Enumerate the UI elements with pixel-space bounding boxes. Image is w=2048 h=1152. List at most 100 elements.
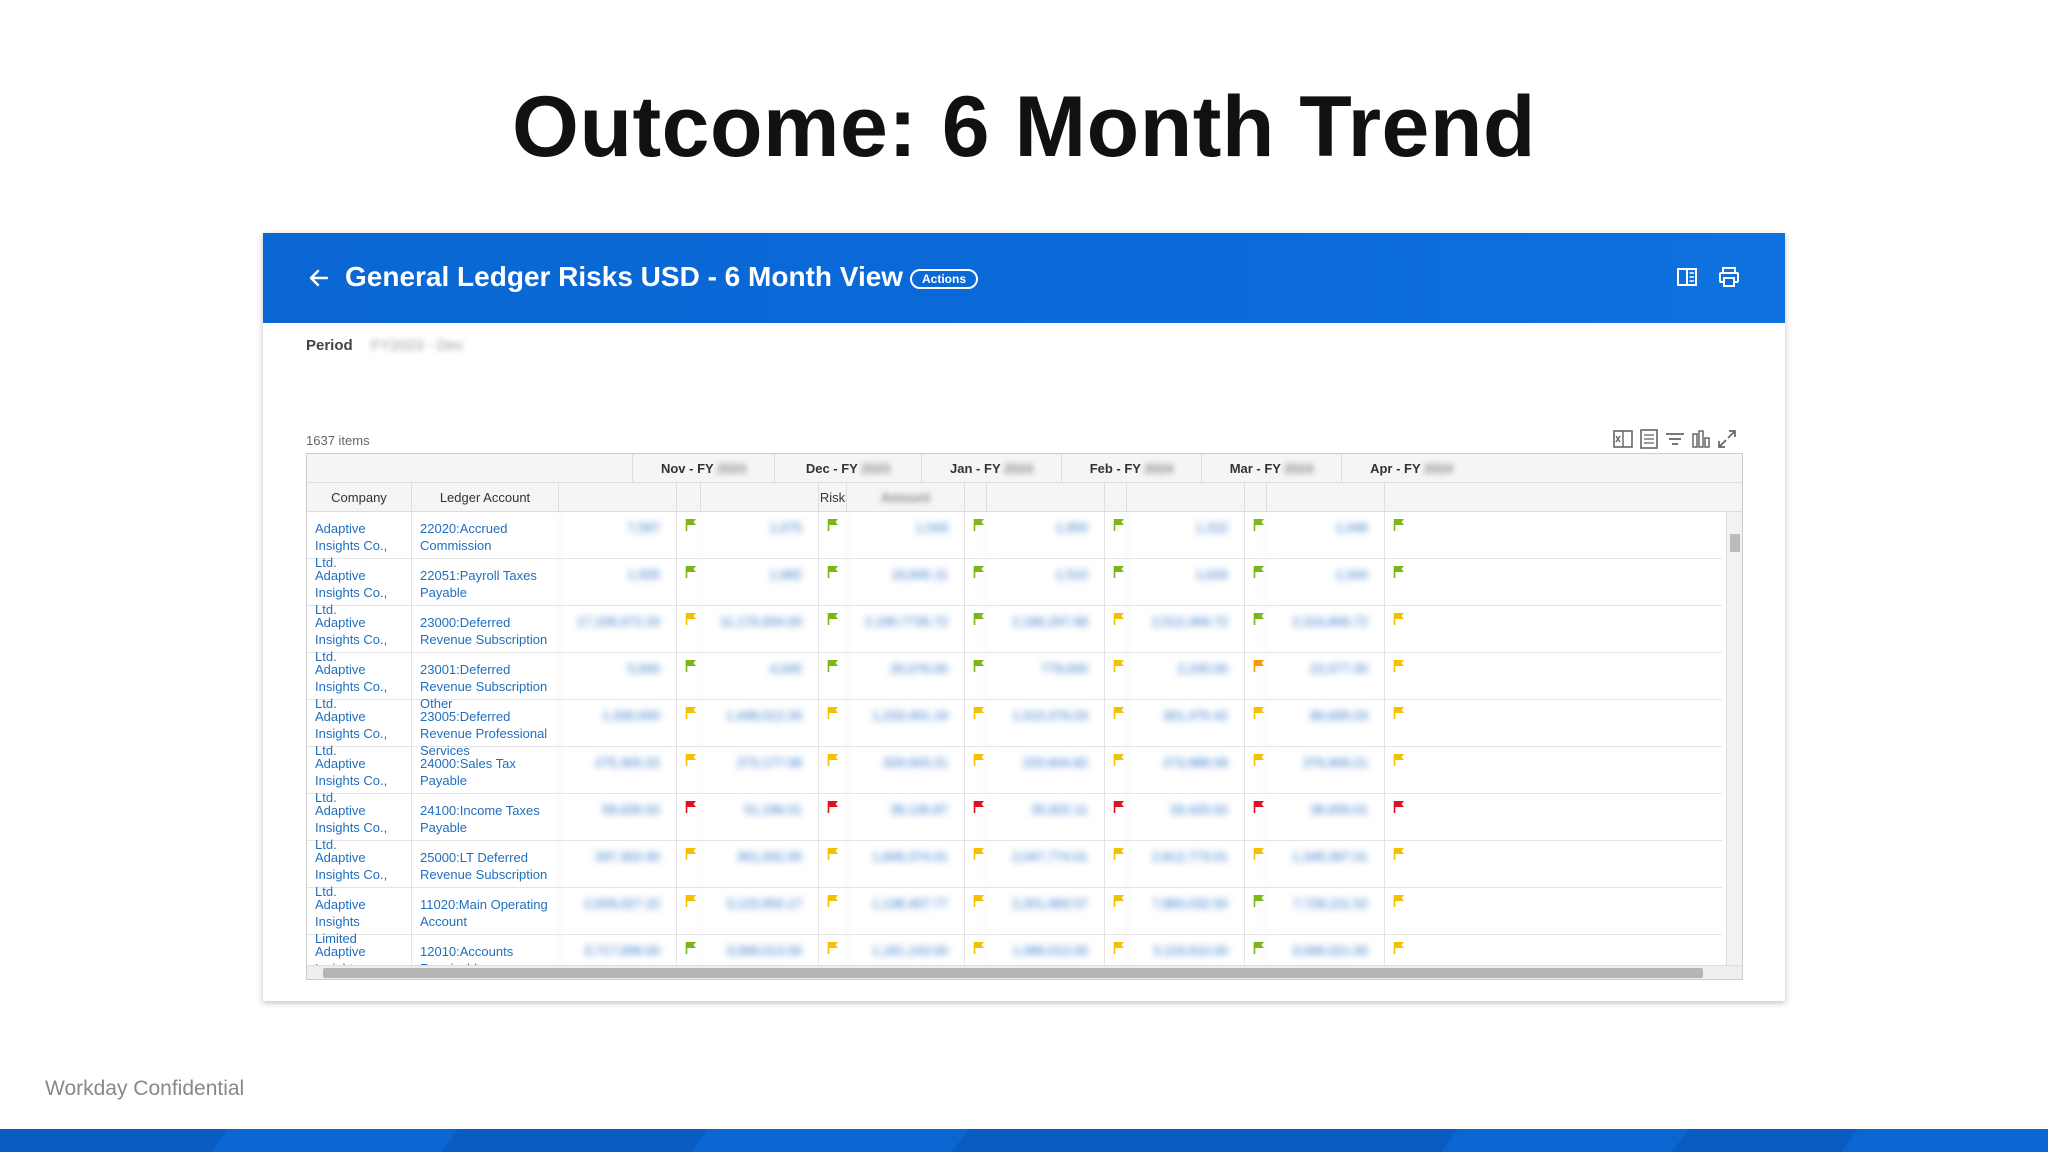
amount-value[interactable]: 16,845.11: [846, 559, 964, 606]
amount-value[interactable]: 2,190,7735.72: [846, 606, 964, 653]
table-row[interactable]: Adaptive Insights Co., Ltd. 24100:Income …: [307, 794, 1722, 852]
company-link[interactable]: Adaptive Insights Co., Ltd.: [315, 521, 388, 570]
amount-value[interactable]: 1,138,407.77: [846, 888, 964, 935]
vertical-scrollbar[interactable]: [1726, 512, 1742, 967]
ledger-account-link[interactable]: 23001:Deferred Revenue Subscription Othe…: [411, 653, 558, 711]
company-link[interactable]: Adaptive Insights Co., Ltd.: [315, 568, 388, 617]
amount-value[interactable]: 1,510: [986, 559, 1104, 606]
amount-value[interactable]: 2,316,806.72: [1266, 606, 1384, 653]
amount-value[interactable]: 779,000: [986, 653, 1104, 700]
table-row[interactable]: Adaptive Insights Co., Ltd. 23000:Deferre…: [307, 606, 1722, 664]
amount-value[interactable]: 1,089,013.00: [986, 935, 1104, 967]
ledger-account-link[interactable]: 22020:Accrued Commission: [411, 512, 558, 559]
company-link[interactable]: Adaptive Insights Co., Ltd.: [315, 803, 388, 852]
amount-value[interactable]: 4,045: [700, 653, 818, 700]
amount-value[interactable]: 7,597: [558, 512, 676, 559]
amount-value[interactable]: 1,075: [700, 512, 818, 559]
amount-value[interactable]: 86,695.03: [1266, 700, 1384, 747]
table-row[interactable]: Adaptive Insights 12010:Accounts Receivab…: [307, 935, 1722, 967]
amount-value[interactable]: 220,604.82: [986, 747, 1104, 794]
amount-value[interactable]: 3,099,021.00: [1266, 935, 1384, 967]
table-row[interactable]: Adaptive Insights Co., Ltd. 23005:Deferre…: [307, 700, 1722, 758]
actions-button[interactable]: Actions: [910, 269, 979, 289]
amount-value[interactable]: 7,883,032.50: [1126, 888, 1244, 935]
amount-value[interactable]: 35,922.11: [986, 794, 1104, 841]
company-link[interactable]: Adaptive Insights Co., Ltd.: [315, 662, 388, 711]
amount-value[interactable]: 1,222: [1126, 512, 1244, 559]
print-icon[interactable]: [1717, 265, 1741, 289]
amount-value[interactable]: 1,505: [558, 559, 676, 606]
amount-value[interactable]: 20,076.00: [846, 653, 964, 700]
amount-value[interactable]: 1,515,076.03: [986, 700, 1104, 747]
amount-value[interactable]: 2,166,297.68: [986, 606, 1104, 653]
amount-value[interactable]: 1,233,491.19: [846, 700, 964, 747]
ledger-account-link[interactable]: 22051:Payroll Taxes Payable: [411, 559, 558, 606]
table-view-icon[interactable]: [1638, 428, 1660, 450]
amount-value[interactable]: 329,003.21: [846, 747, 964, 794]
amount-value[interactable]: 2,047,774.01: [986, 841, 1104, 888]
amount-value[interactable]: 1,181,143.00: [846, 935, 964, 967]
amount-value[interactable]: 11,176,934.00: [700, 606, 818, 653]
company-link[interactable]: Adaptive Insights: [315, 944, 366, 967]
amount-value[interactable]: 5,000: [558, 653, 676, 700]
vertical-scroll-thumb[interactable]: [1730, 534, 1740, 552]
amount-value[interactable]: 3,119,910.00: [1126, 935, 1244, 967]
ledger-account-link[interactable]: 11020:Main Operating Account: [411, 888, 558, 935]
horizontal-scrollbar[interactable]: [307, 965, 1742, 979]
amount-value[interactable]: 33,420.02: [1126, 794, 1244, 841]
ledger-account-link[interactable]: 12010:Accounts Receivable: [411, 935, 558, 967]
amount-value[interactable]: 1,044: [1266, 559, 1384, 606]
horizontal-scroll-thumb[interactable]: [323, 968, 1703, 978]
company-link[interactable]: Adaptive Insights Co., Ltd.: [315, 756, 388, 805]
table-row[interactable]: Adaptive Insights Co., Ltd. 24000:Sales T…: [307, 747, 1722, 805]
table-row[interactable]: Adaptive Insights Limited 11020:Main Oper…: [307, 888, 1722, 946]
amount-value[interactable]: 301,475.42: [1126, 700, 1244, 747]
ledger-account-link[interactable]: 24000:Sales Tax Payable: [411, 747, 558, 794]
company-link[interactable]: Adaptive Insights Co., Ltd.: [315, 615, 388, 664]
amount-value[interactable]: 3,717,099.00: [558, 935, 676, 967]
ledger-account-link[interactable]: 24100:Income Taxes Payable: [411, 794, 558, 841]
amount-value[interactable]: 273,177.08: [700, 747, 818, 794]
chart-icon[interactable]: [1690, 428, 1712, 450]
amount-value[interactable]: 1,634: [1126, 559, 1244, 606]
ledger-account-link[interactable]: 23000:Deferred Revenue Subscription: [411, 606, 558, 653]
table-row[interactable]: Adaptive Insights Co., Ltd. 25000:LT Defe…: [307, 841, 1722, 899]
amount-value[interactable]: 1,046: [1266, 512, 1384, 559]
ledger-account-link[interactable]: 23005:Deferred Revenue Professional Serv…: [411, 700, 558, 758]
table-row[interactable]: Adaptive Insights Co., Ltd. 23001:Deferre…: [307, 653, 1722, 711]
amount-value[interactable]: 58,635.02: [558, 794, 676, 841]
amount-value[interactable]: 1,330,000: [558, 700, 676, 747]
amount-value[interactable]: 7,728,211.52: [1266, 888, 1384, 935]
amount-value[interactable]: 273,988.09: [1126, 747, 1244, 794]
amount-value[interactable]: 1,950: [986, 512, 1104, 559]
amount-value[interactable]: 22,077.00: [1266, 653, 1384, 700]
split-view-icon[interactable]: [1675, 265, 1699, 289]
amount-value[interactable]: 2,245.00: [1126, 653, 1244, 700]
amount-value[interactable]: 2,512,469.72: [1126, 606, 1244, 653]
filter-icon[interactable]: [1664, 428, 1686, 450]
company-link[interactable]: Adaptive Insights Co., Ltd.: [315, 709, 388, 758]
company-column-header[interactable]: Company: [331, 490, 387, 505]
amount-value[interactable]: 1,448,012.26: [700, 700, 818, 747]
account-column-header[interactable]: Ledger Account: [411, 483, 558, 512]
amount-value[interactable]: 1,348,397.01: [1266, 841, 1384, 888]
amount-value[interactable]: 2,812,773.01: [1126, 841, 1244, 888]
back-arrow-icon[interactable]: [307, 266, 331, 290]
amount-value[interactable]: 3,123,950.17: [700, 888, 818, 935]
amount-value[interactable]: 297,302.00: [558, 841, 676, 888]
export-excel-icon[interactable]: [1612, 428, 1634, 450]
table-row[interactable]: Adaptive Insights Co., Ltd. 22051:Payroll…: [307, 559, 1722, 617]
amount-value[interactable]: 3,099,013.00: [700, 935, 818, 967]
company-link[interactable]: Adaptive Insights Co., Ltd.: [315, 850, 388, 899]
amount-value[interactable]: 39,130.87: [846, 794, 964, 841]
amount-value[interactable]: 2,009,027.22: [558, 888, 676, 935]
amount-value[interactable]: 1,682: [700, 559, 818, 606]
table-row[interactable]: Adaptive Insights Co., Ltd. 22020:Accrued…: [307, 512, 1722, 570]
amount-value[interactable]: 17,158,372.24: [558, 606, 676, 653]
amount-value[interactable]: 301,002.00: [700, 841, 818, 888]
risk-column-header[interactable]: Risk: [818, 483, 846, 512]
amount-value[interactable]: 1,849,374.01: [846, 841, 964, 888]
amount-value[interactable]: 38,659.01: [1266, 794, 1384, 841]
expand-icon[interactable]: [1716, 428, 1738, 450]
amount-value[interactable]: 275,305.02: [558, 747, 676, 794]
